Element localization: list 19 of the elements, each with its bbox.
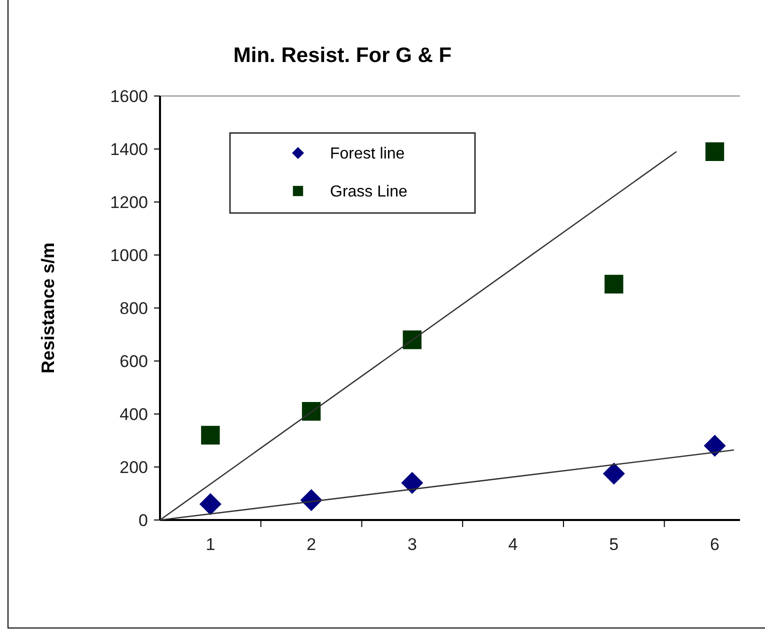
y-axis-title: Resistance s/m bbox=[38, 242, 58, 374]
y-tick-label: 1400 bbox=[110, 140, 148, 159]
y-tick-label: 1600 bbox=[110, 86, 148, 106]
legend-label: Forest line bbox=[330, 146, 405, 163]
y-tick-label: 0 bbox=[138, 510, 148, 530]
y-tick-label: 800 bbox=[120, 298, 148, 318]
y-tick-label: 600 bbox=[120, 352, 148, 371]
legend-label: Grass Line bbox=[330, 184, 408, 201]
y-tick-label: 1000 bbox=[110, 246, 148, 265]
x-tick-label: 3 bbox=[407, 535, 417, 554]
x-tick-label: 5 bbox=[609, 535, 619, 554]
y-tick-label: 1200 bbox=[110, 192, 148, 212]
x-tick-label: 6 bbox=[710, 535, 720, 554]
x-tick-label: 2 bbox=[306, 535, 316, 554]
x-tick-label: 1 bbox=[206, 535, 216, 554]
chart-title: Min. Resist. For G & F bbox=[233, 44, 452, 67]
x-tick-label: 4 bbox=[508, 535, 518, 554]
y-tick-label: 200 bbox=[120, 458, 148, 477]
y-tick-label: 400 bbox=[120, 404, 148, 424]
